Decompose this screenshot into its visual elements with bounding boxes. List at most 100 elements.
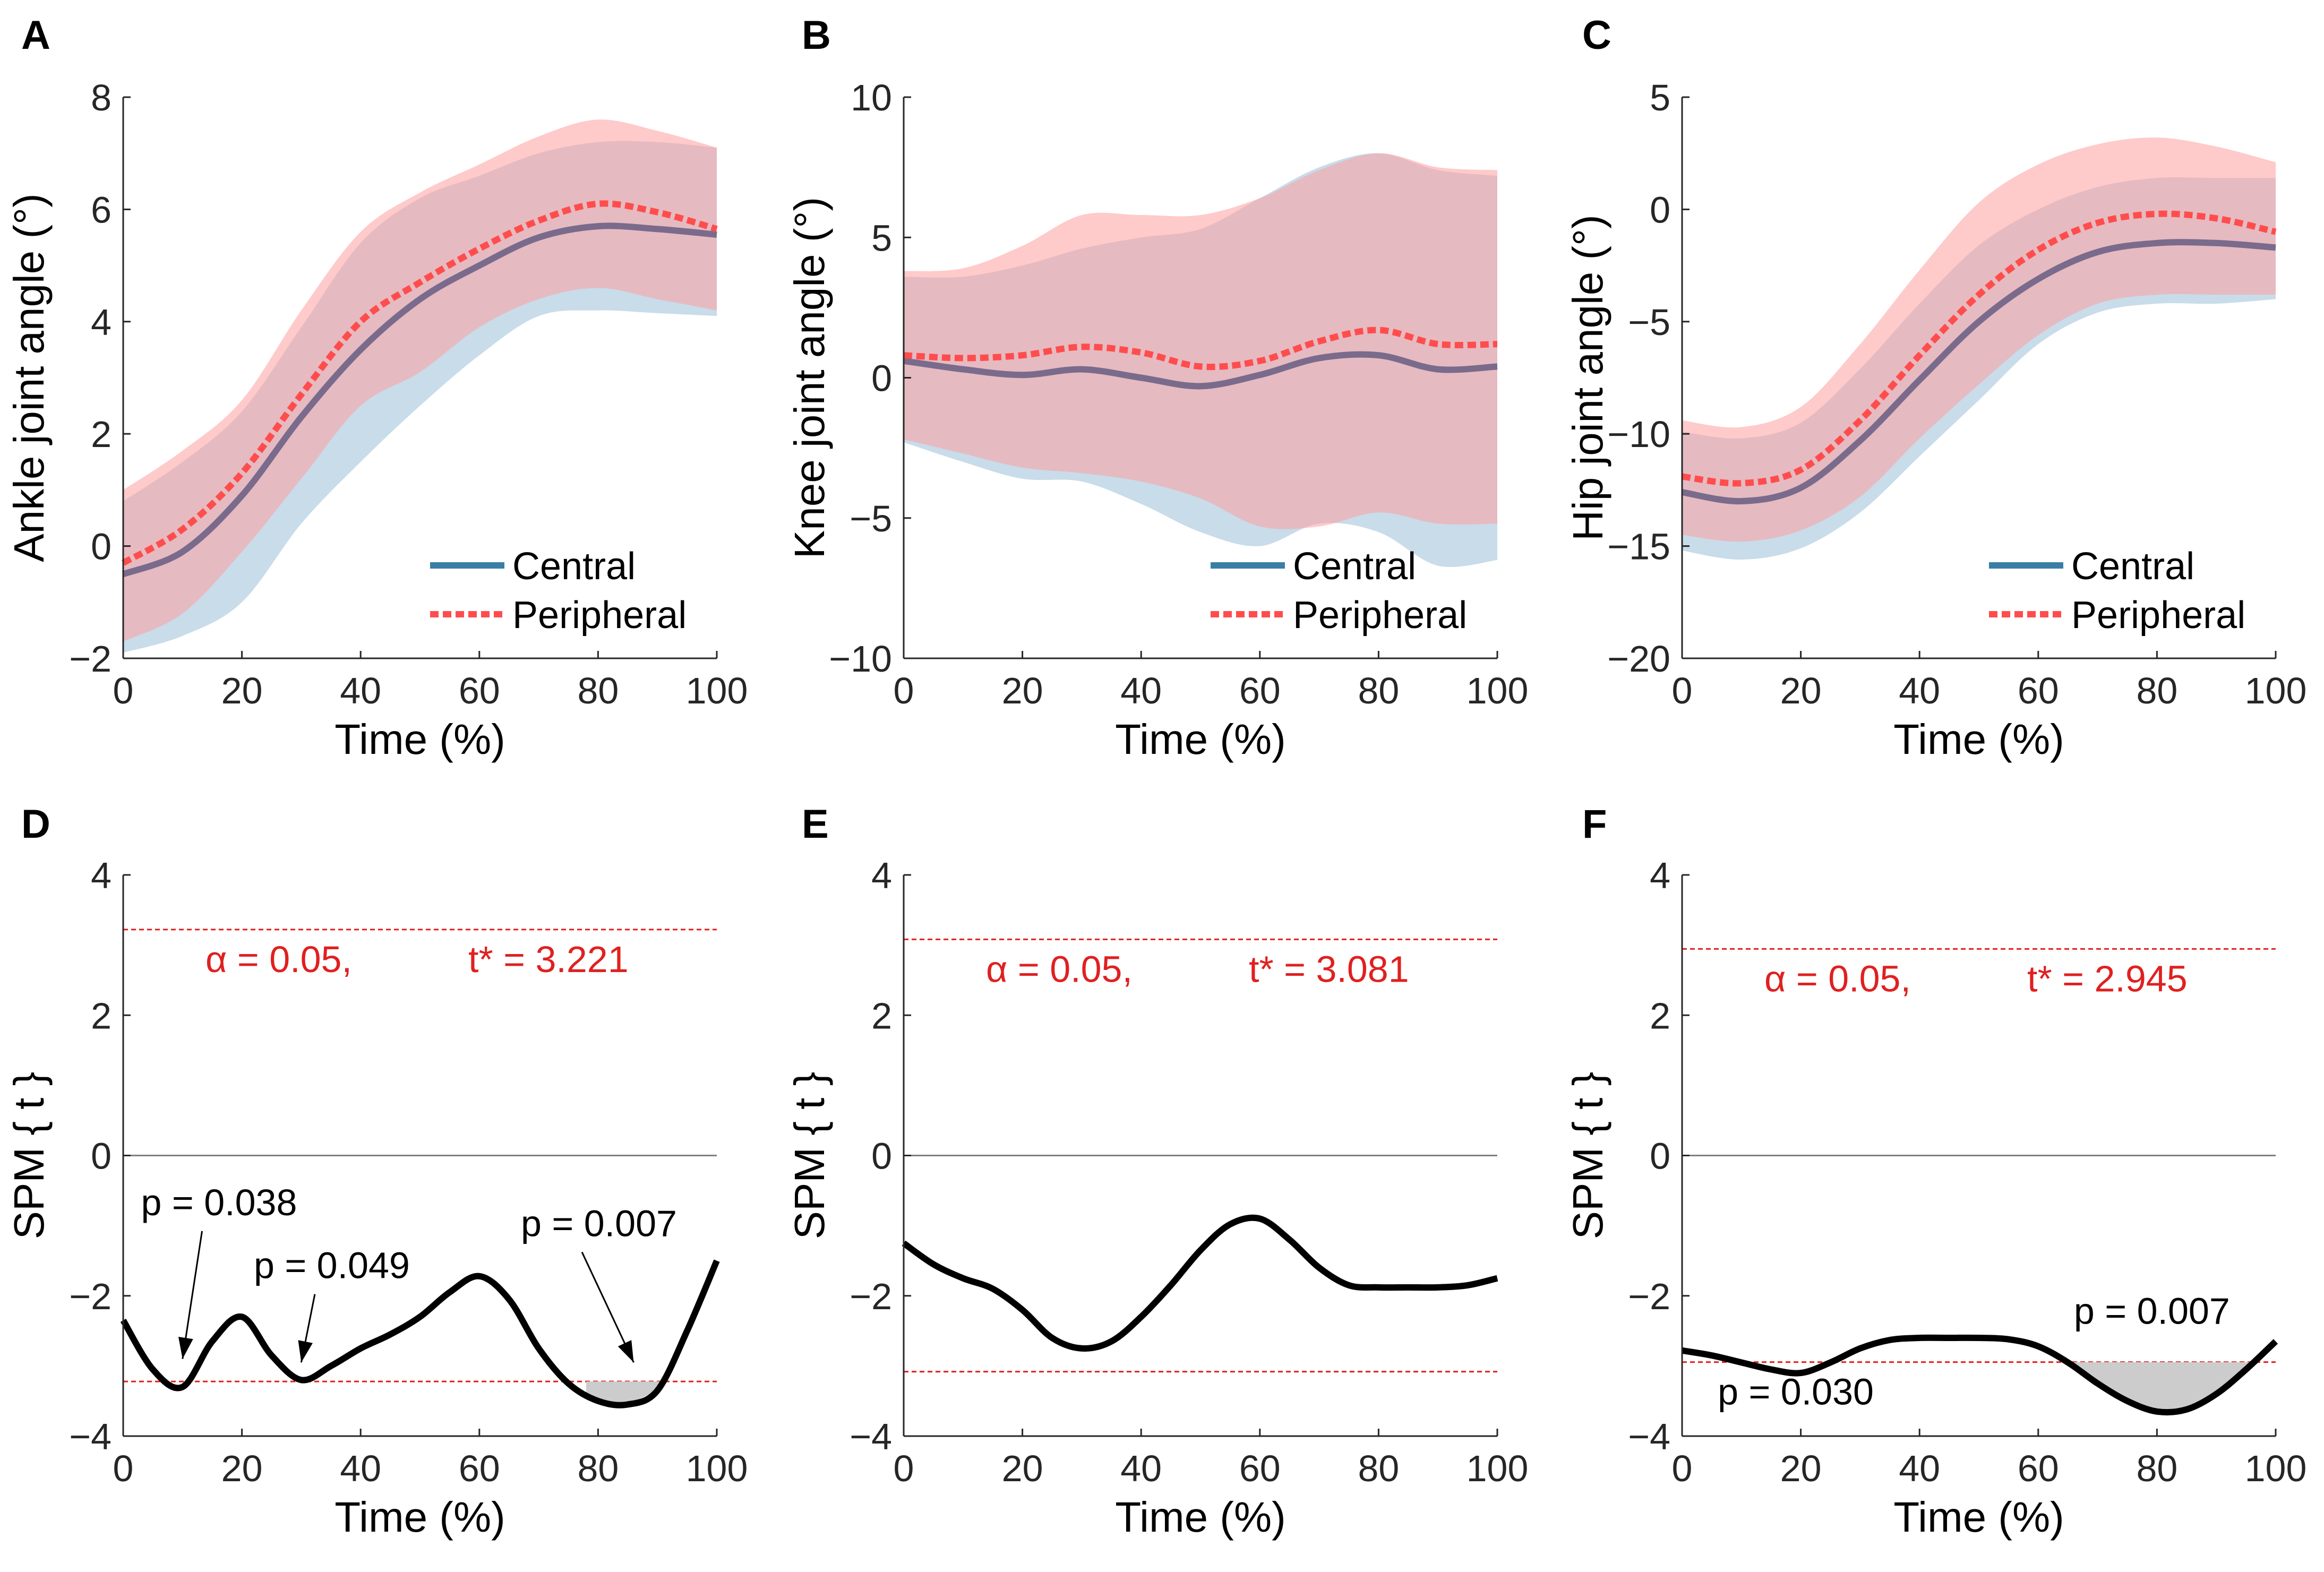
central-mean-line-c <box>1682 239 2276 505</box>
legend-central-label-b: Central <box>1293 545 1416 588</box>
y-tick-label-c-4: 0 <box>1650 189 1670 230</box>
panel-letter-c: C <box>1582 13 1611 58</box>
x-tick-label-b-60: 60 <box>1239 670 1281 711</box>
x-tick-label-b-20: 20 <box>1002 670 1043 711</box>
legend-central-label-c: Central <box>2071 545 2194 588</box>
y-tick-label-b-4: 10 <box>851 77 892 118</box>
x-tick-label-b-0: 0 <box>894 670 914 711</box>
y-axis-label-f: SPM { t } <box>1564 1072 1611 1240</box>
y-tick-label-d-3: 2 <box>91 995 112 1036</box>
x-tick-label-a-40: 40 <box>340 670 381 711</box>
x-tick-label-a-20: 20 <box>221 670 263 711</box>
y-axis-label-e: SPM { t } <box>786 1072 833 1240</box>
alpha-label-e: α = 0.05, <box>986 948 1133 990</box>
x-axis-label-e: Time (%) <box>1115 1493 1285 1541</box>
y-tick-label-c-2: −10 <box>1607 414 1670 455</box>
x-tick-label-a-80: 80 <box>577 670 619 711</box>
peripheral-band-b <box>904 153 1497 529</box>
x-tick-label-e-40: 40 <box>1120 1448 1162 1489</box>
y-tick-label-c-0: −20 <box>1607 638 1670 680</box>
y-axis-label-c: Hip joint angle (°) <box>1564 214 1611 541</box>
panel-c: C Central Peripheral 0 20 40 60 80 100 −20 −15 −10 −… <box>1564 13 2306 763</box>
x-tick-label-d-60: 60 <box>459 1448 500 1489</box>
legend-peripheral-label-c: Peripheral <box>2071 594 2245 637</box>
p-value-arrowhead-d-2 <box>298 1340 313 1363</box>
peripheral-band-c <box>1682 138 2276 542</box>
p-value-arrowhead-d-3 <box>618 1340 634 1363</box>
x-tick-label-b-100: 100 <box>1467 670 1529 711</box>
x-tick-label-f-40: 40 <box>1899 1448 1940 1489</box>
spm-t-curve-e <box>902 1214 1498 1352</box>
spm-t-curve-d <box>120 1259 720 1408</box>
y-tick-label-b-3: 5 <box>871 217 892 259</box>
legend-peripheral-label-a: Peripheral <box>512 594 687 637</box>
x-axis-label-d: Time (%) <box>335 1493 505 1541</box>
peripheral-band-a <box>123 119 717 642</box>
x-tick-label-e-60: 60 <box>1239 1448 1281 1489</box>
y-tick-label-a-5: 8 <box>91 77 112 118</box>
peripheral-mean-line-a <box>122 200 718 566</box>
panel-letter-f: F <box>1582 802 1607 847</box>
p-value-label-f-2: p = 0.007 <box>2074 1291 2230 1332</box>
x-tick-label-d-20: 20 <box>221 1448 263 1489</box>
panel-letter-a: A <box>21 13 50 58</box>
p-value-label-f-1: p = 0.030 <box>1718 1371 1874 1413</box>
x-tick-label-c-60: 60 <box>2018 670 2059 711</box>
x-axis-label-a: Time (%) <box>335 716 505 763</box>
p-value-label-d-1: p = 0.038 <box>141 1182 297 1223</box>
p-value-arrow-d-1 <box>182 1231 203 1359</box>
y-tick-label-d-1: −2 <box>69 1276 112 1317</box>
x-tick-label-a-0: 0 <box>113 670 134 711</box>
y-axis-label-d: SPM { t } <box>5 1072 53 1240</box>
legend-central-label-a: Central <box>512 545 636 588</box>
alpha-label-d: α = 0.05, <box>205 939 352 980</box>
x-tick-label-b-80: 80 <box>1358 670 1399 711</box>
p-value-arrowhead-d-1 <box>178 1337 193 1359</box>
panel-letter-e: E <box>802 802 829 847</box>
y-tick-label-e-0: −4 <box>850 1416 892 1457</box>
panel-b: B Central Peripheral 0 20 40 60 80 100 −10 −5 0 5 10 T… <box>786 13 1528 763</box>
x-axis-label-c: Time (%) <box>1893 716 2064 763</box>
suprathreshold-cluster-d <box>586 1381 664 1405</box>
y-tick-label-f-4: 4 <box>1650 855 1670 896</box>
panel-d: Dα = 0.05, t* = 3.221 p = 0.038 p = 0.049 p … <box>5 802 748 1541</box>
y-tick-label-d-4: 4 <box>91 855 112 896</box>
x-tick-label-e-0: 0 <box>894 1448 914 1489</box>
panel-letter-b: B <box>802 13 831 58</box>
y-tick-label-d-0: −4 <box>69 1416 112 1457</box>
x-tick-label-c-40: 40 <box>1899 670 1940 711</box>
alpha-label-f: α = 0.05, <box>1764 958 1911 999</box>
x-tick-label-c-20: 20 <box>1780 670 1822 711</box>
p-value-label-d-2: p = 0.049 <box>254 1245 410 1286</box>
x-tick-label-e-80: 80 <box>1358 1448 1399 1489</box>
tstar-label-e: t* = 3.081 <box>1249 948 1409 990</box>
y-tick-label-a-2: 2 <box>91 414 112 455</box>
x-tick-label-e-100: 100 <box>1467 1448 1529 1489</box>
x-tick-label-c-0: 0 <box>1672 670 1693 711</box>
x-tick-label-f-60: 60 <box>2018 1448 2059 1489</box>
y-tick-label-f-0: −4 <box>1628 1416 1670 1457</box>
tstar-label-f: t* = 2.945 <box>2027 958 2188 999</box>
x-tick-label-f-80: 80 <box>2136 1448 2177 1489</box>
panel-f: Fα = 0.05, t* = 2.945 p = 0.030 p = 0.007 0 2… <box>1564 802 2306 1541</box>
x-tick-label-d-0: 0 <box>113 1448 134 1489</box>
x-tick-label-b-40: 40 <box>1120 670 1162 711</box>
y-tick-label-e-2: 0 <box>871 1136 892 1177</box>
central-mean-line-b <box>903 351 1498 390</box>
y-tick-label-f-1: −2 <box>1628 1276 1670 1317</box>
legend-peripheral-label-b: Peripheral <box>1293 594 1467 637</box>
y-tick-label-b-2: 0 <box>871 358 892 399</box>
peripheral-mean-line-b <box>903 327 1498 371</box>
x-tick-label-f-20: 20 <box>1780 1448 1822 1489</box>
x-axis-label-b: Time (%) <box>1115 716 1285 763</box>
y-tick-label-a-1: 0 <box>91 526 112 568</box>
panel-e: Eα = 0.05, t* = 3.081 0 20 40 60 80 100 −4 −2 0 2 4 T… <box>786 802 1528 1541</box>
y-tick-label-d-2: 0 <box>91 1136 112 1177</box>
y-tick-label-c-1: −15 <box>1607 526 1670 568</box>
central-mean-line-a <box>122 222 717 578</box>
y-axis-label-a: Ankle joint angle (°) <box>5 193 53 562</box>
x-tick-label-c-80: 80 <box>2136 670 2177 711</box>
x-tick-label-d-100: 100 <box>686 1448 748 1489</box>
x-tick-label-e-20: 20 <box>1002 1448 1043 1489</box>
